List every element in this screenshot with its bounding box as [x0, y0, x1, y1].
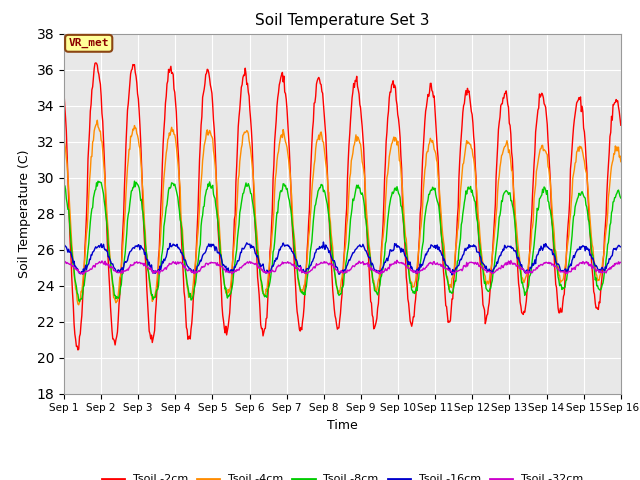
Tsoil -4cm: [617, 159, 625, 165]
Tsoil -32cm: [412, 270, 419, 276]
Tsoil -2cm: [412, 296, 419, 302]
Tsoil -16cm: [448, 272, 456, 278]
Tsoil -16cm: [70, 258, 78, 264]
Tsoil -16cm: [617, 244, 625, 250]
X-axis label: Time: Time: [327, 419, 358, 432]
Tsoil -32cm: [617, 260, 625, 265]
Tsoil -16cm: [411, 269, 419, 275]
Tsoil -8cm: [215, 231, 223, 237]
Tsoil -8cm: [131, 178, 138, 184]
Tsoil -32cm: [127, 263, 135, 268]
Line: Tsoil -2cm: Tsoil -2cm: [64, 63, 621, 350]
Tsoil -8cm: [76, 299, 83, 304]
Tsoil -16cm: [127, 248, 135, 253]
Tsoil -32cm: [214, 263, 222, 268]
Tsoil -32cm: [70, 265, 78, 271]
Tsoil -32cm: [156, 271, 163, 277]
Tsoil -8cm: [617, 195, 625, 201]
Tsoil -4cm: [215, 216, 223, 222]
Tsoil -16cm: [184, 264, 192, 270]
Tsoil -2cm: [186, 333, 193, 339]
Tsoil -16cm: [319, 239, 327, 245]
Line: Tsoil -16cm: Tsoil -16cm: [64, 242, 621, 275]
Line: Tsoil -8cm: Tsoil -8cm: [64, 181, 621, 301]
Tsoil -32cm: [393, 257, 401, 263]
Tsoil -8cm: [428, 187, 436, 193]
Tsoil -32cm: [60, 259, 68, 265]
Tsoil -4cm: [93, 117, 101, 123]
Legend: Tsoil -2cm, Tsoil -4cm, Tsoil -8cm, Tsoil -16cm, Tsoil -32cm: Tsoil -2cm, Tsoil -4cm, Tsoil -8cm, Tsoi…: [97, 470, 588, 480]
Line: Tsoil -32cm: Tsoil -32cm: [64, 260, 621, 274]
Tsoil -8cm: [70, 267, 78, 273]
Tsoil -2cm: [74, 347, 82, 353]
Tsoil -4cm: [60, 132, 68, 138]
Y-axis label: Soil Temperature (C): Soil Temperature (C): [18, 149, 31, 278]
Tsoil -2cm: [60, 90, 68, 96]
Tsoil -8cm: [412, 288, 419, 293]
Tsoil -16cm: [214, 250, 221, 255]
Tsoil -32cm: [428, 260, 436, 266]
Tsoil -4cm: [75, 302, 83, 308]
Tsoil -8cm: [186, 294, 193, 300]
Tsoil -4cm: [70, 272, 78, 278]
Title: Soil Temperature Set 3: Soil Temperature Set 3: [255, 13, 429, 28]
Tsoil -4cm: [129, 126, 137, 132]
Tsoil -2cm: [428, 87, 436, 93]
Line: Tsoil -4cm: Tsoil -4cm: [64, 120, 621, 305]
Tsoil -4cm: [412, 278, 419, 284]
Tsoil -8cm: [128, 188, 136, 193]
Tsoil -8cm: [60, 184, 68, 190]
Tsoil -16cm: [60, 242, 68, 248]
Tsoil -16cm: [428, 242, 435, 248]
Tsoil -4cm: [428, 139, 436, 145]
Tsoil -2cm: [129, 61, 137, 67]
Tsoil -2cm: [617, 122, 625, 128]
Tsoil -2cm: [70, 321, 78, 327]
Tsoil -32cm: [185, 267, 193, 273]
Tsoil -2cm: [215, 239, 223, 245]
Tsoil -4cm: [186, 290, 193, 296]
Text: VR_met: VR_met: [68, 38, 109, 48]
Tsoil -2cm: [92, 60, 100, 66]
